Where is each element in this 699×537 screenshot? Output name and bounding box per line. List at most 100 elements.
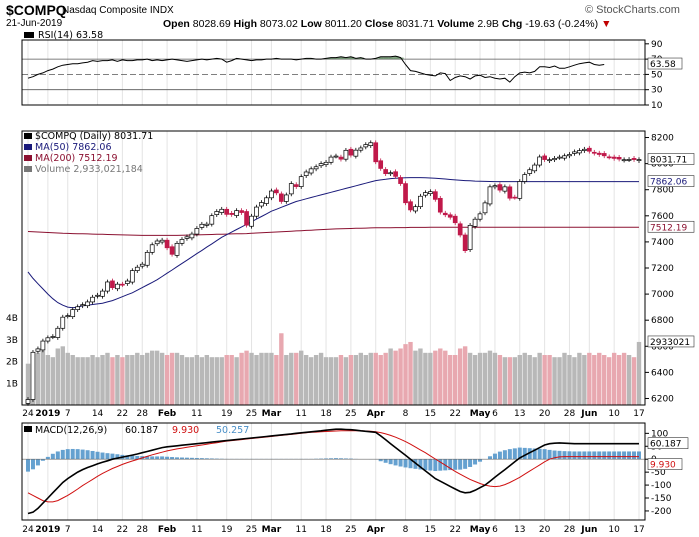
- candle-body: [452, 215, 458, 224]
- candle-body: [522, 174, 528, 182]
- macd-histogram-bar: [587, 451, 592, 460]
- price-x-label: 28: [564, 409, 576, 419]
- rsi-tick-label: 50: [651, 70, 663, 80]
- candle-body: [274, 189, 279, 194]
- ma200-tag: 7512.19: [650, 223, 687, 233]
- volume-bar: [487, 350, 493, 405]
- volume-tick-label: 2B: [6, 358, 18, 368]
- macd-histogram-bar: [105, 453, 110, 460]
- volume-bar: [448, 355, 453, 405]
- macd-histogram-bar: [577, 451, 582, 460]
- close-value: 8031.71: [396, 18, 435, 30]
- candle-body: [308, 168, 314, 174]
- price-x-label: 8: [403, 409, 409, 419]
- volume-bar: [453, 355, 458, 405]
- rsi-legend: RSI(14) 63.58: [38, 30, 103, 41]
- candle-body: [353, 149, 359, 157]
- volume-tick-label: 1B: [6, 379, 18, 389]
- macd-histogram-bar: [497, 451, 502, 460]
- rsi-overbought-fill: [358, 57, 364, 60]
- candle-body: [601, 153, 607, 157]
- macd-histogram-bar: [492, 453, 497, 460]
- candle-body: [368, 142, 374, 146]
- macd-histogram-bar: [30, 459, 35, 470]
- macd-x-label: 15: [425, 525, 436, 535]
- volume-bar: [209, 357, 214, 405]
- volume-bar: [328, 357, 334, 405]
- volume-bar: [110, 357, 115, 405]
- macd-legend-label: MACD(12,26,9): [35, 425, 107, 436]
- macd-histogram-bar: [179, 457, 184, 460]
- macd-histogram-bar: [214, 458, 219, 460]
- candle-body: [105, 281, 110, 292]
- candle-body: [75, 306, 81, 310]
- candle-body: [591, 151, 597, 154]
- candle-body: [611, 156, 617, 159]
- candle-body: [124, 280, 130, 284]
- candle-body: [577, 150, 582, 154]
- volume-bar: [348, 355, 354, 405]
- price-x-label: Feb: [158, 409, 177, 419]
- macd-legend-value: 60.187: [125, 425, 158, 436]
- price-x-label: 6: [492, 409, 498, 419]
- symbol-title: $COMPQ: [6, 2, 67, 18]
- volume-value: 2.9B: [477, 18, 499, 30]
- macd-histogram-bar: [393, 459, 398, 466]
- candle-body: [373, 142, 379, 163]
- price-legend-ma200-swatch: [24, 155, 32, 161]
- candle-body: [408, 201, 413, 211]
- price-tick-label: 7400: [651, 238, 674, 248]
- volume-bar: [169, 352, 175, 405]
- macd-x-label: 28: [564, 525, 576, 535]
- candle-body: [562, 155, 567, 159]
- volume-bar: [393, 350, 398, 405]
- volume-label: Volume: [437, 18, 475, 30]
- macd-x-label: 25: [246, 525, 257, 535]
- macd-histogram-bar: [55, 451, 60, 460]
- macd-x-label: Apr: [367, 525, 385, 535]
- volume-bar: [572, 357, 577, 405]
- candle-body: [70, 309, 76, 318]
- candle-body: [428, 191, 433, 194]
- macd-x-label: 14: [92, 525, 104, 535]
- volume-bar: [467, 352, 473, 405]
- candle-body: [50, 336, 56, 338]
- volume-bar: [120, 357, 125, 405]
- candle-body: [532, 164, 538, 172]
- candle-body: [288, 183, 294, 195]
- candle-body: [596, 152, 602, 155]
- volume-bar: [507, 357, 513, 405]
- price-tick-label: 7600: [651, 212, 674, 222]
- price-legend-main: $COMPQ (Daily) 8031.71: [35, 131, 153, 142]
- macd-histogram-bar: [487, 456, 492, 460]
- candle-body: [35, 348, 41, 352]
- rsi-last-tag: 63.58: [650, 60, 676, 70]
- macd-histogram-bar: [572, 451, 577, 460]
- volume-bar: [631, 357, 637, 405]
- macd-histogram-bar: [562, 451, 567, 460]
- macd-histogram-bar: [90, 450, 95, 460]
- macd-histogram-bar: [627, 451, 632, 460]
- volume-bar: [264, 352, 269, 405]
- candle-body: [313, 166, 319, 170]
- volume-bar: [577, 352, 582, 405]
- macd-histogram-bar: [617, 451, 622, 460]
- macd-histogram-bar: [60, 449, 65, 460]
- candle-body: [383, 169, 389, 175]
- candle-body: [423, 192, 428, 196]
- volume-bar: [269, 352, 274, 405]
- volume-bar: [55, 348, 61, 405]
- macd-histogram-bar: [115, 454, 120, 460]
- candle-body: [154, 240, 160, 245]
- macd-x-label: 17: [633, 525, 644, 535]
- macd-histogram-bar: [473, 459, 478, 465]
- macd-histogram-bar: [592, 451, 597, 460]
- volume-bar: [50, 357, 56, 405]
- candle-body: [348, 148, 354, 156]
- volume-bar: [373, 352, 378, 405]
- volume-bar: [274, 355, 279, 405]
- macd-histogram-bar: [532, 448, 537, 460]
- candle-body: [194, 228, 200, 235]
- brand-label: © StockCharts.com: [585, 4, 680, 16]
- macd-histogram-bar: [547, 449, 552, 460]
